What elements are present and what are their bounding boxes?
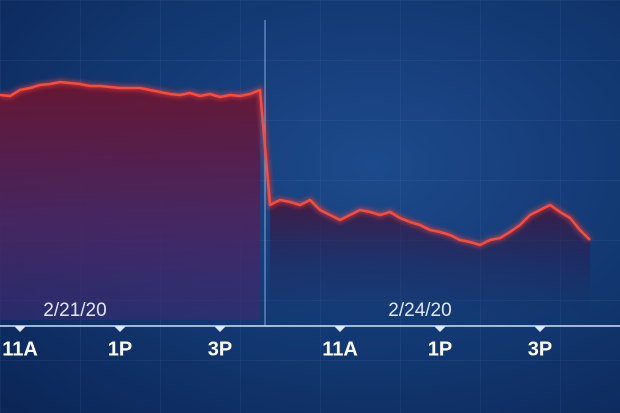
x-tick-label: 1P: [428, 338, 452, 360]
x-tick-label: 11A: [2, 338, 38, 360]
x-tick-label: 3P: [208, 338, 232, 360]
x-tick-label: 3P: [528, 338, 552, 360]
area: [0, 82, 260, 320]
x-tick-label: 11A: [322, 338, 358, 360]
tick-marker: [534, 326, 546, 332]
tick-marker: [434, 326, 446, 332]
x-tick-label: 1P: [108, 338, 132, 360]
area: [270, 200, 590, 320]
tick-marker: [114, 326, 126, 332]
day-label: 2/24/20: [388, 300, 451, 321]
tick-marker: [214, 326, 226, 332]
day-label: 2/21/20: [43, 300, 106, 321]
tick-marker: [334, 326, 346, 332]
line: [0, 80, 591, 247]
tick-marker: [14, 326, 26, 332]
